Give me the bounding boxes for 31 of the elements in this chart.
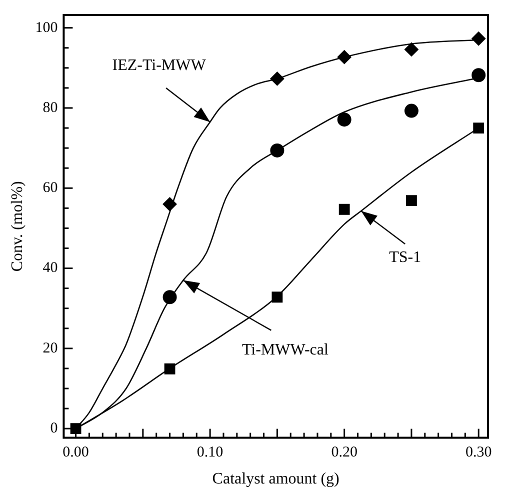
x-tick-label: 0.30: [465, 444, 492, 461]
point: [404, 104, 418, 118]
point: [472, 32, 486, 46]
point: [473, 122, 484, 134]
point: [164, 363, 176, 374]
x-tick-label: 0.00: [62, 444, 89, 461]
annotation: Ti-MWW-cal: [242, 342, 330, 359]
y-tick-label: 60: [42, 180, 58, 196]
y-tick-label: 0: [50, 420, 58, 437]
point: [162, 197, 177, 212]
point: [270, 72, 284, 86]
point: [337, 112, 352, 127]
y-tick-label: 80: [42, 100, 58, 116]
point: [404, 42, 418, 56]
annotation: TS-1: [389, 249, 422, 266]
point: [162, 290, 177, 304]
x-axis-title: Catalyst amount (g): [212, 470, 340, 488]
point: [338, 204, 350, 215]
x-tick-label: 0.20: [331, 444, 358, 461]
point: [272, 292, 283, 303]
point: [270, 143, 284, 158]
y-axis-title: Conv. (mol%): [8, 181, 26, 272]
y-tick-label: 40: [42, 260, 58, 276]
point: [337, 50, 352, 64]
point: [406, 195, 417, 206]
y-tick-label: 20: [42, 340, 58, 356]
point: [70, 423, 82, 434]
annotation: IEZ-Ti-MWW: [112, 57, 207, 74]
x-tick-label: 0.10: [196, 444, 224, 461]
y-tick-label: 100: [35, 20, 58, 36]
point: [472, 68, 486, 82]
